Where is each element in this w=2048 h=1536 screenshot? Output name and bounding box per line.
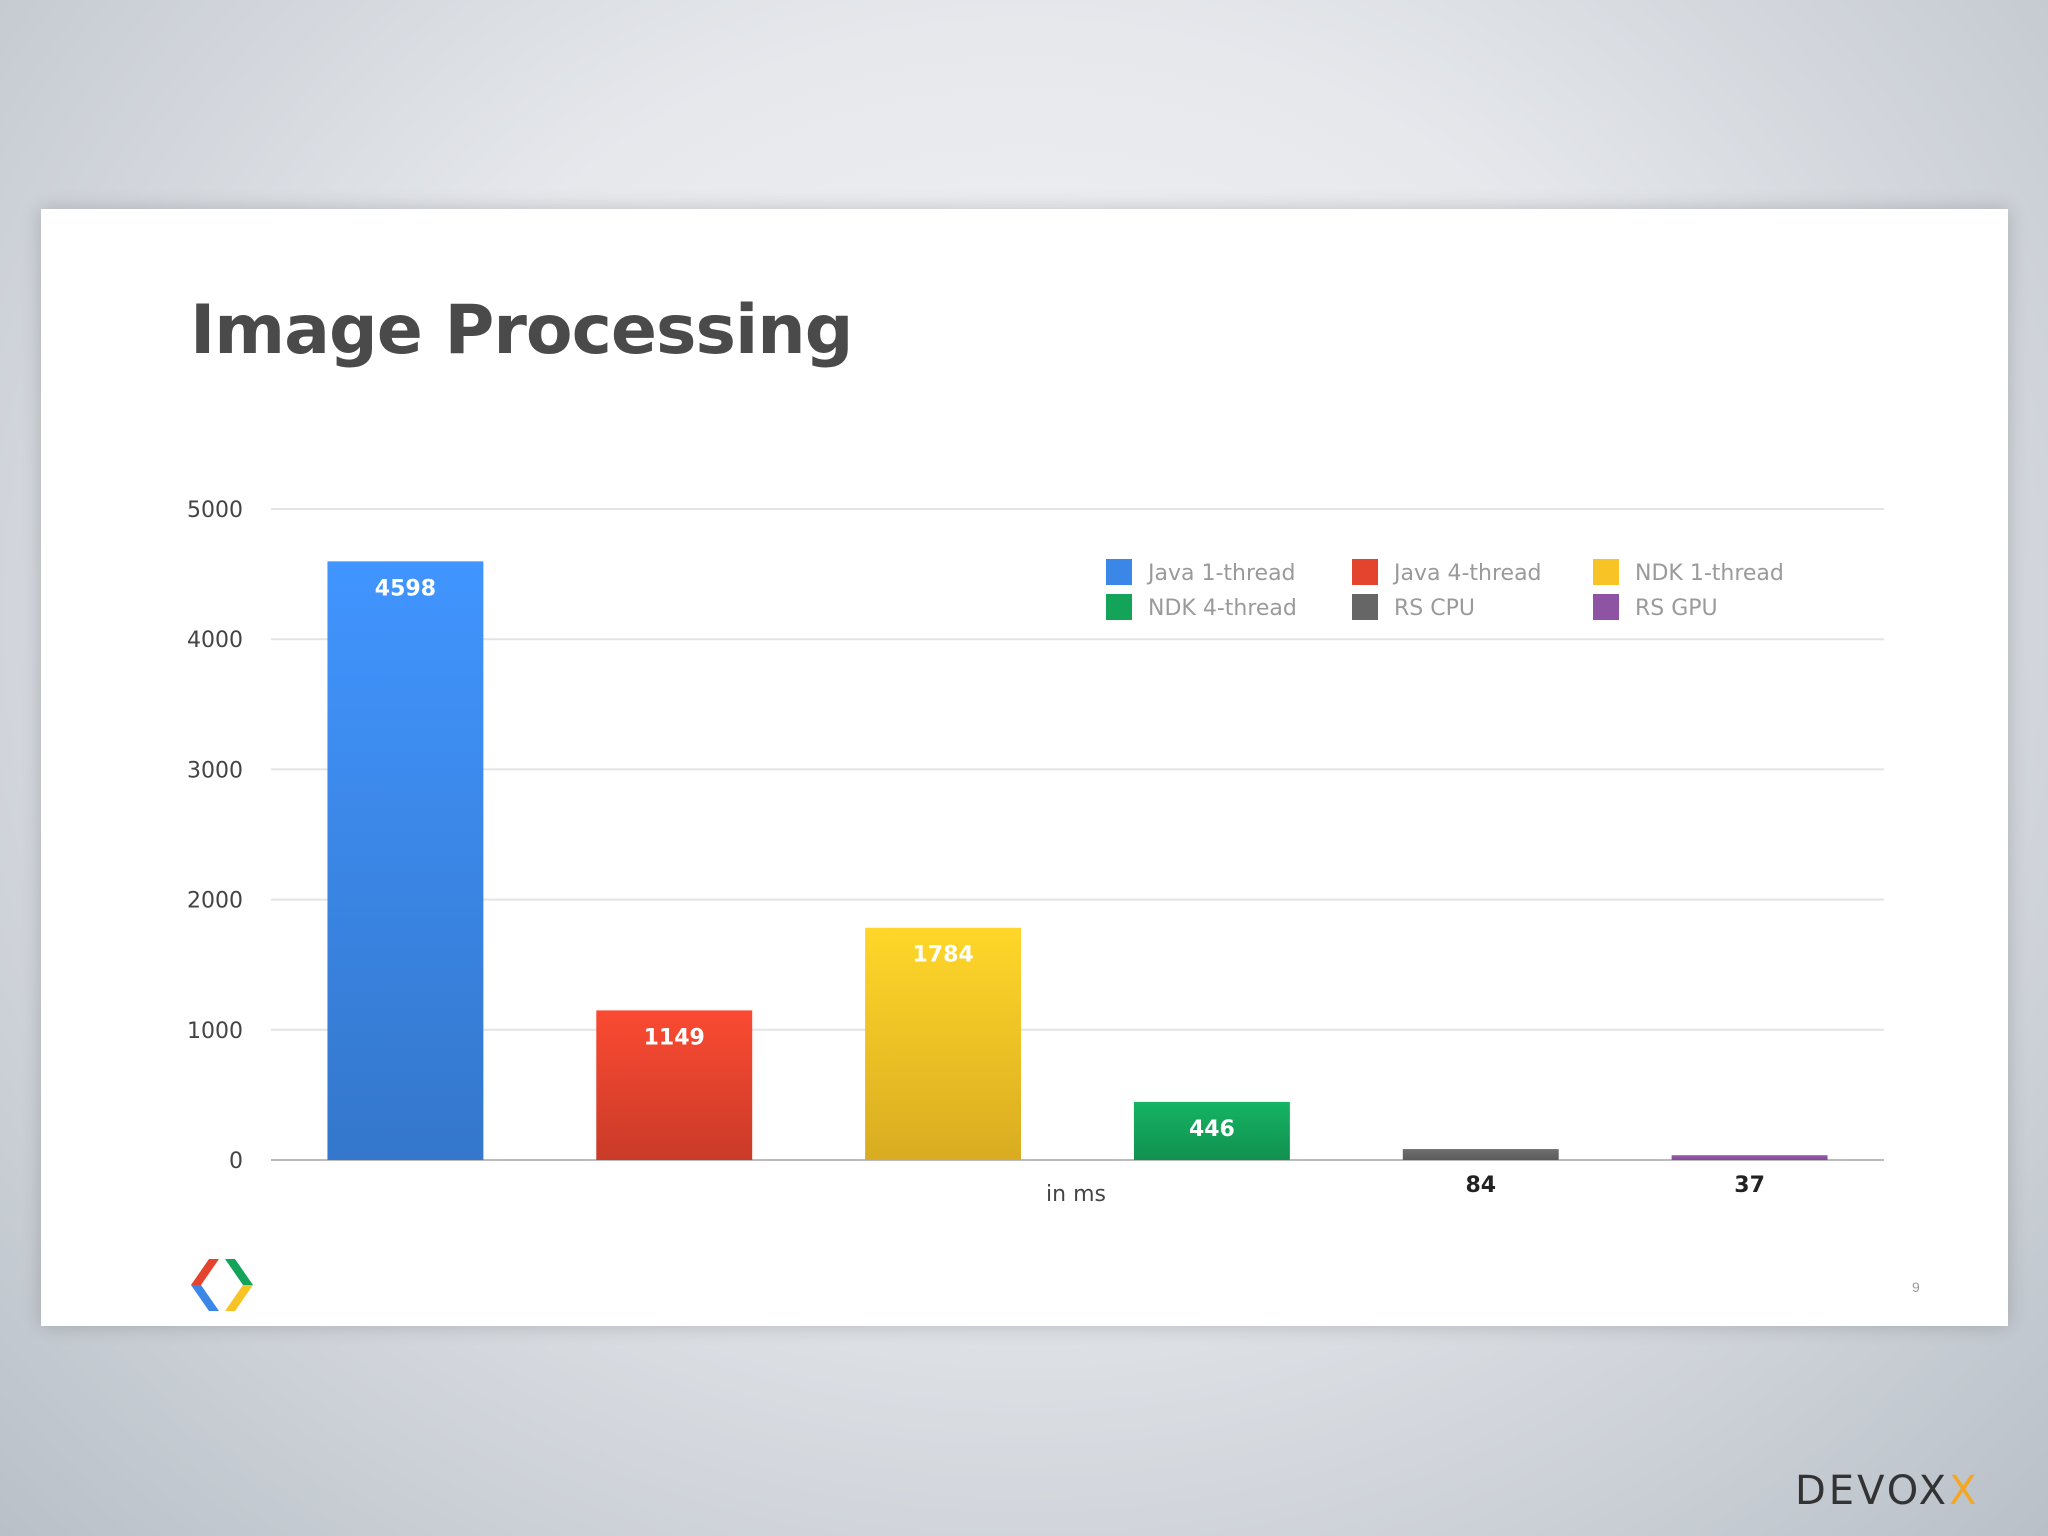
- grid-lines: [271, 508, 1884, 1161]
- bar: [865, 927, 1022, 1160]
- brand-text: DEVOX: [1795, 1468, 1950, 1514]
- bar: [1133, 1101, 1290, 1160]
- bar: [1402, 1149, 1559, 1160]
- legend-swatch: [1352, 594, 1378, 620]
- slide: Image Processing 0 1000 2000 3000 4000 5000 4…: [41, 209, 2008, 1326]
- x-axis-label: in ms: [1046, 1182, 1106, 1207]
- y-tick-label: 1000: [187, 1019, 243, 1044]
- legend: Java 1-thread Java 4-thread NDK 1-thread ND…: [1106, 559, 1784, 621]
- legend-label: Java 4-thread: [1392, 561, 1542, 586]
- data-label: 1149: [644, 1025, 705, 1050]
- y-tick-label: 5000: [187, 498, 243, 523]
- data-label: 1784: [912, 943, 973, 968]
- y-tick-label: 3000: [187, 758, 243, 783]
- legend-swatch: [1106, 559, 1132, 585]
- legend-label: NDK 4-thread: [1148, 596, 1297, 621]
- data-label: 446: [1189, 1117, 1235, 1142]
- page-number: 9: [1912, 1279, 1920, 1295]
- data-labels: 4598 1149 1784 446 84 37: [375, 576, 1765, 1198]
- y-axis-ticks: 0 1000 2000 3000 4000 5000: [187, 498, 243, 1174]
- legend-label: RS GPU: [1635, 596, 1718, 621]
- legend-swatch: [1593, 559, 1619, 585]
- bar: [327, 561, 484, 1160]
- legend-swatch: [1352, 559, 1378, 585]
- brand-accent: X: [1949, 1468, 1980, 1514]
- y-tick-label: 4000: [187, 628, 243, 653]
- legend-label: Java 1-thread: [1146, 561, 1296, 586]
- y-tick-label: 2000: [187, 889, 243, 914]
- bar: [596, 1010, 753, 1160]
- bars: [327, 561, 1828, 1160]
- data-label: 37: [1734, 1173, 1765, 1198]
- legend-swatch: [1593, 594, 1619, 620]
- legend-label: NDK 1-thread: [1635, 561, 1784, 586]
- google-developers-chevron-icon: [191, 1259, 253, 1311]
- legend-label: RS CPU: [1394, 596, 1475, 621]
- legend-swatch: [1106, 594, 1132, 620]
- data-label: 4598: [375, 576, 436, 601]
- slide-title: Image Processing: [190, 291, 853, 370]
- data-label: 84: [1465, 1173, 1496, 1198]
- bar: [1671, 1155, 1828, 1160]
- bar-chart: 0 1000 2000 3000 4000 5000 4598 1149 1784 446 84 3…: [187, 498, 1884, 1207]
- devoxx-logo: DEVOXX: [1795, 1468, 1979, 1514]
- y-tick-label: 0: [229, 1149, 243, 1174]
